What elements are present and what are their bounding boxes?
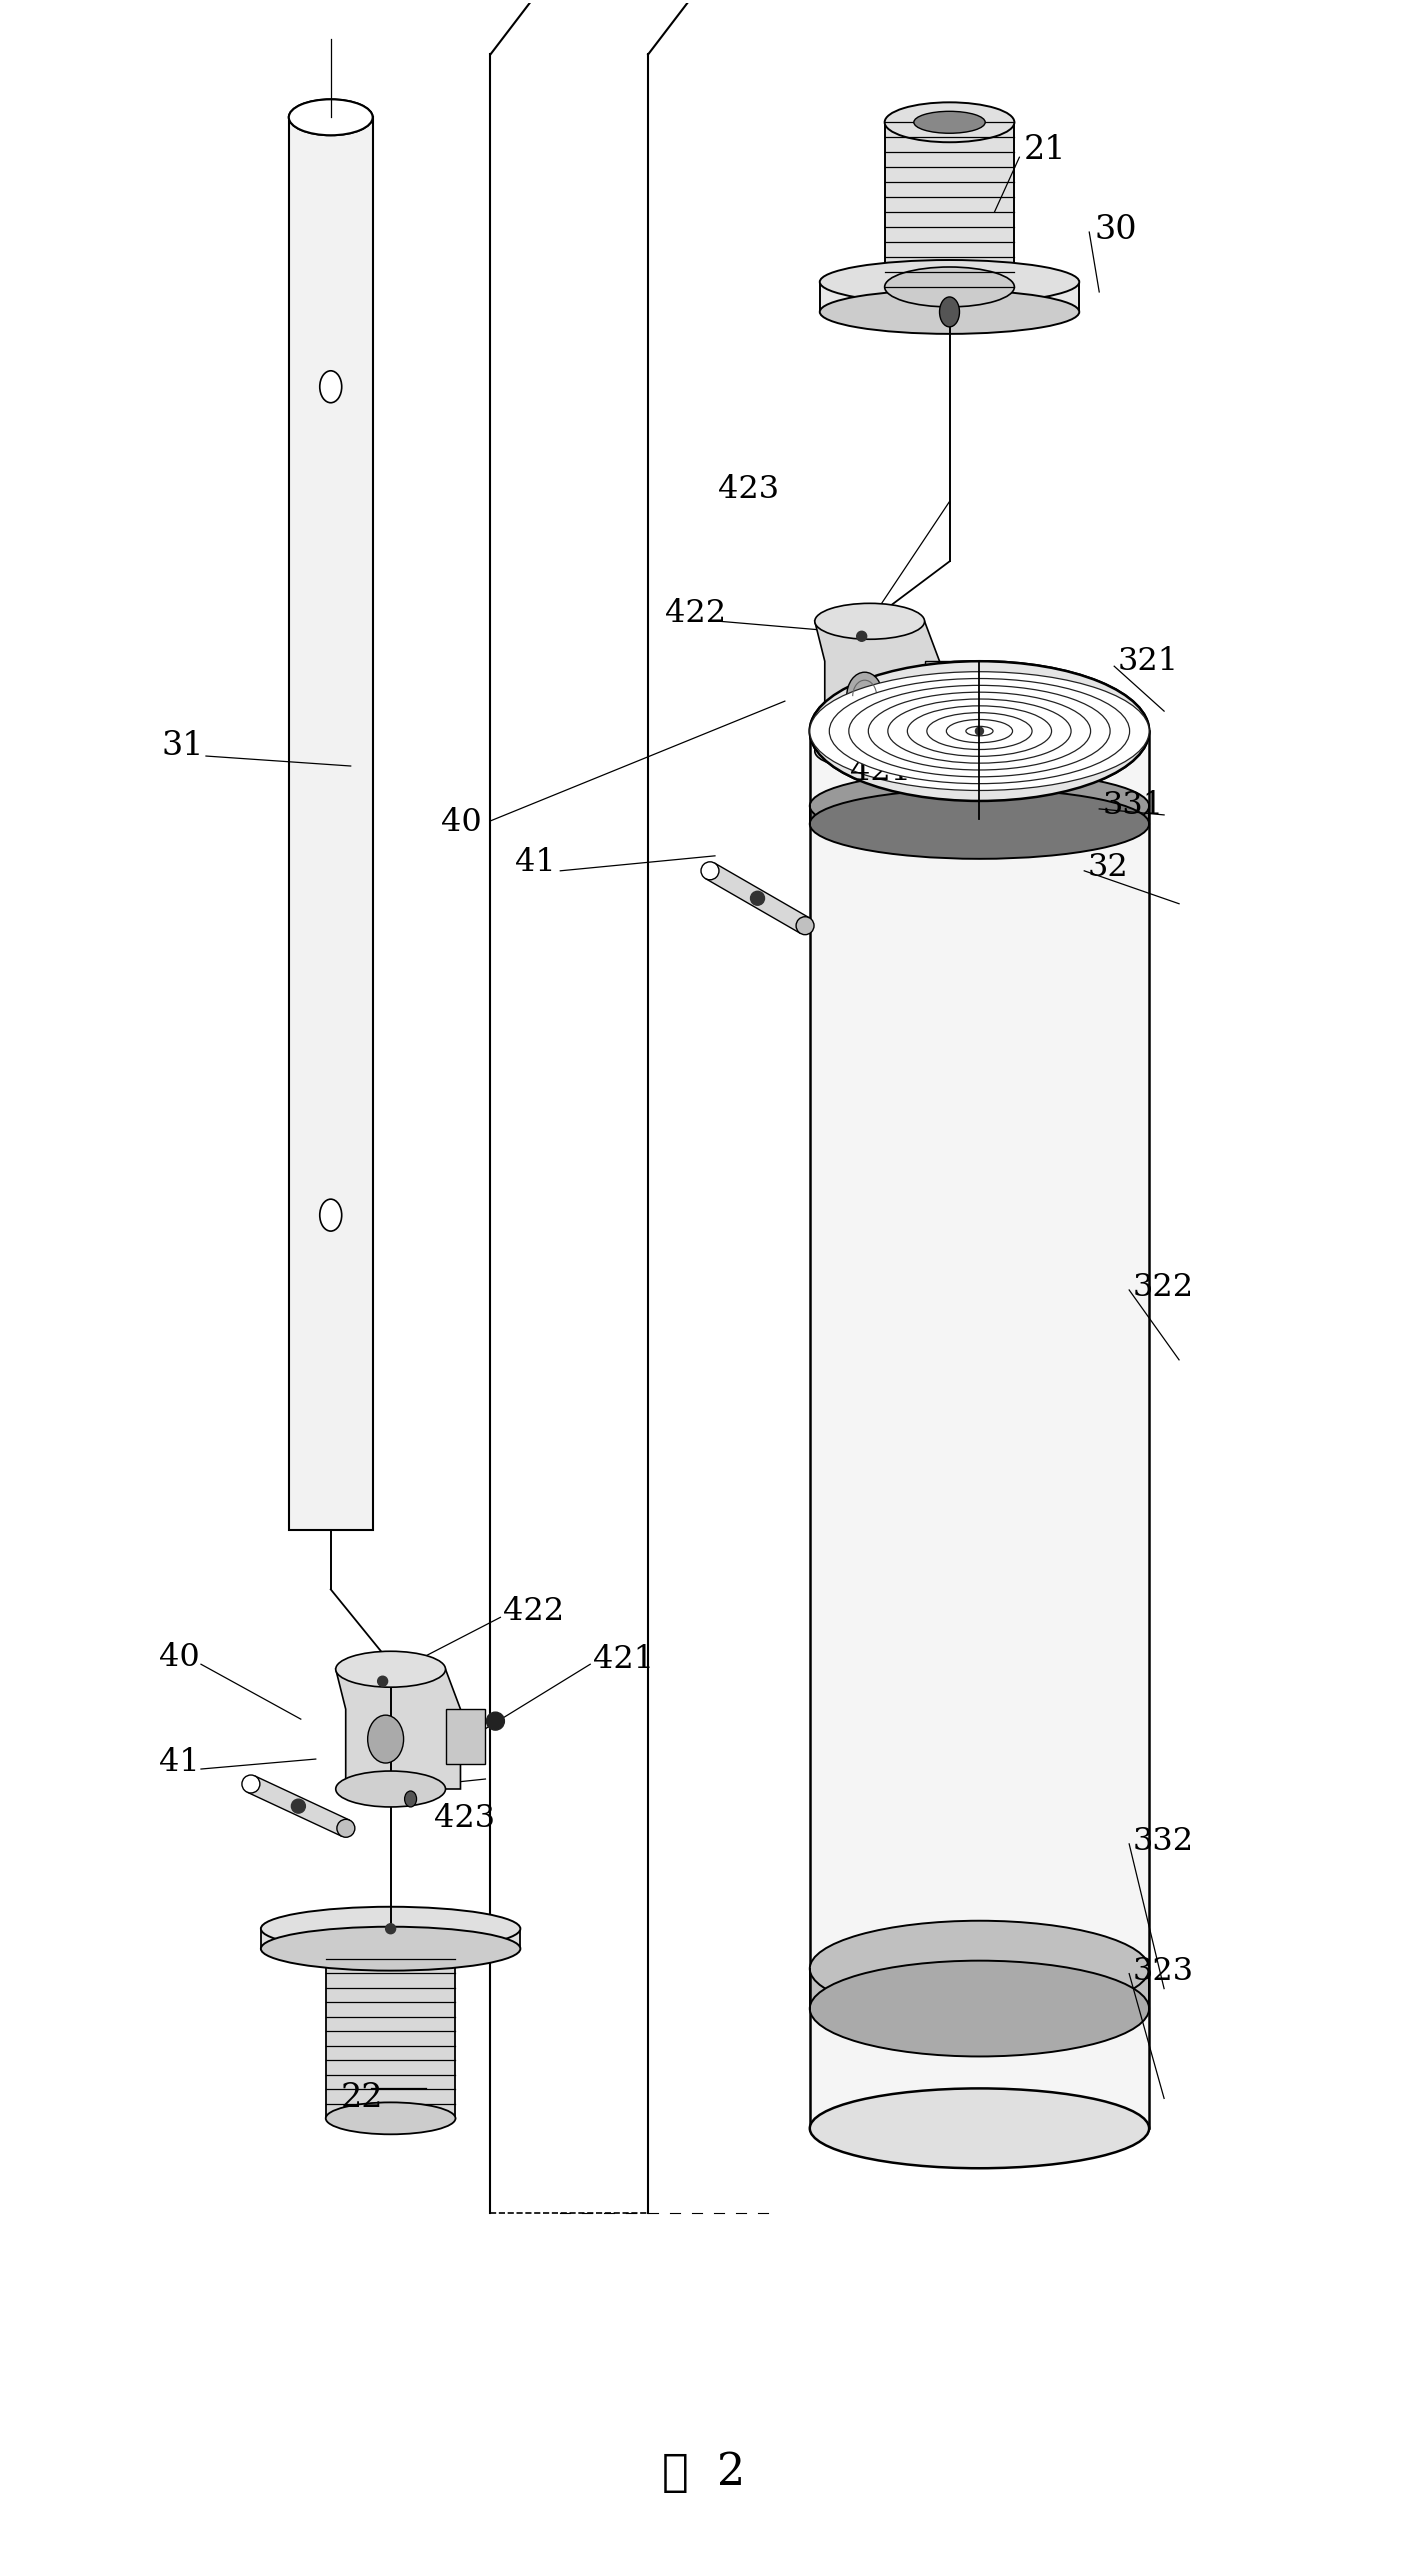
Ellipse shape <box>320 1200 342 1231</box>
Text: 421: 421 <box>850 755 910 786</box>
Text: 423: 423 <box>719 473 779 504</box>
Text: 421: 421 <box>593 1643 654 1674</box>
Text: 32: 32 <box>1088 852 1129 883</box>
Polygon shape <box>445 1709 486 1763</box>
Polygon shape <box>810 1968 1150 2009</box>
Ellipse shape <box>810 2088 1150 2167</box>
Ellipse shape <box>810 770 1150 842</box>
Ellipse shape <box>810 670 1150 791</box>
Ellipse shape <box>927 711 1031 750</box>
Polygon shape <box>247 1776 349 1837</box>
Ellipse shape <box>810 670 1150 791</box>
Text: 42: 42 <box>975 719 1016 750</box>
Text: 323: 323 <box>1133 1955 1193 1988</box>
Ellipse shape <box>848 686 1110 778</box>
Ellipse shape <box>820 261 1079 305</box>
Ellipse shape <box>289 100 372 136</box>
Ellipse shape <box>810 1960 1150 2057</box>
Ellipse shape <box>337 1819 355 1837</box>
Polygon shape <box>820 281 1079 312</box>
Polygon shape <box>814 622 940 750</box>
Text: 40: 40 <box>159 1643 200 1674</box>
Ellipse shape <box>830 678 1130 783</box>
Text: 41: 41 <box>516 847 557 878</box>
Text: 31: 31 <box>161 729 203 763</box>
Circle shape <box>965 670 983 688</box>
Circle shape <box>486 1712 504 1730</box>
Polygon shape <box>924 660 965 722</box>
Text: 331: 331 <box>1102 791 1164 821</box>
Ellipse shape <box>814 604 924 640</box>
Text: 41: 41 <box>159 1748 200 1779</box>
Polygon shape <box>325 1958 455 2119</box>
Polygon shape <box>289 118 372 1530</box>
Ellipse shape <box>868 691 1091 770</box>
Ellipse shape <box>702 862 719 880</box>
Circle shape <box>751 891 765 906</box>
Text: 332: 332 <box>1133 1827 1193 1858</box>
Ellipse shape <box>927 711 1031 750</box>
Text: 423: 423 <box>434 1804 495 1835</box>
Ellipse shape <box>947 719 1013 742</box>
Ellipse shape <box>888 699 1071 763</box>
Text: 21: 21 <box>1023 133 1065 166</box>
Ellipse shape <box>907 706 1051 757</box>
Ellipse shape <box>967 727 993 737</box>
Ellipse shape <box>814 732 924 770</box>
Ellipse shape <box>848 686 1110 778</box>
Circle shape <box>378 1676 387 1686</box>
Circle shape <box>386 1924 396 1935</box>
Ellipse shape <box>847 673 882 719</box>
Ellipse shape <box>335 1771 445 1807</box>
Ellipse shape <box>368 1715 403 1763</box>
Ellipse shape <box>320 371 342 402</box>
Polygon shape <box>335 1668 461 1789</box>
Ellipse shape <box>810 660 1150 801</box>
Circle shape <box>857 632 867 642</box>
Text: 40: 40 <box>441 809 482 839</box>
Ellipse shape <box>404 1791 417 1807</box>
Ellipse shape <box>940 297 960 328</box>
Polygon shape <box>810 732 1150 2129</box>
Ellipse shape <box>868 691 1091 770</box>
Polygon shape <box>810 806 1150 824</box>
Ellipse shape <box>907 706 1051 757</box>
Text: 422: 422 <box>503 1597 565 1628</box>
Ellipse shape <box>888 699 1071 763</box>
Text: 图  2: 图 2 <box>662 2452 745 2495</box>
Ellipse shape <box>885 266 1014 307</box>
Ellipse shape <box>830 678 1130 783</box>
Polygon shape <box>261 1929 520 1947</box>
Ellipse shape <box>820 289 1079 333</box>
Ellipse shape <box>914 110 985 133</box>
Ellipse shape <box>967 727 993 737</box>
Ellipse shape <box>289 100 372 136</box>
Ellipse shape <box>810 788 1150 860</box>
Ellipse shape <box>947 719 1013 742</box>
Circle shape <box>292 1799 306 1814</box>
Ellipse shape <box>242 1776 259 1794</box>
Ellipse shape <box>261 1906 520 1950</box>
Ellipse shape <box>325 2103 455 2134</box>
Text: 30: 30 <box>1095 215 1137 246</box>
Text: 422: 422 <box>665 599 726 630</box>
Ellipse shape <box>335 1651 445 1686</box>
Ellipse shape <box>261 1927 520 1970</box>
Ellipse shape <box>810 660 1150 801</box>
Polygon shape <box>706 862 810 934</box>
Text: 22: 22 <box>341 2083 383 2114</box>
Circle shape <box>975 727 983 734</box>
Text: 322: 322 <box>1133 1272 1193 1303</box>
Ellipse shape <box>810 1922 1150 2016</box>
Ellipse shape <box>796 916 814 934</box>
Polygon shape <box>885 123 1014 287</box>
Circle shape <box>975 727 983 734</box>
Ellipse shape <box>885 102 1014 143</box>
Text: 321: 321 <box>1117 645 1178 676</box>
